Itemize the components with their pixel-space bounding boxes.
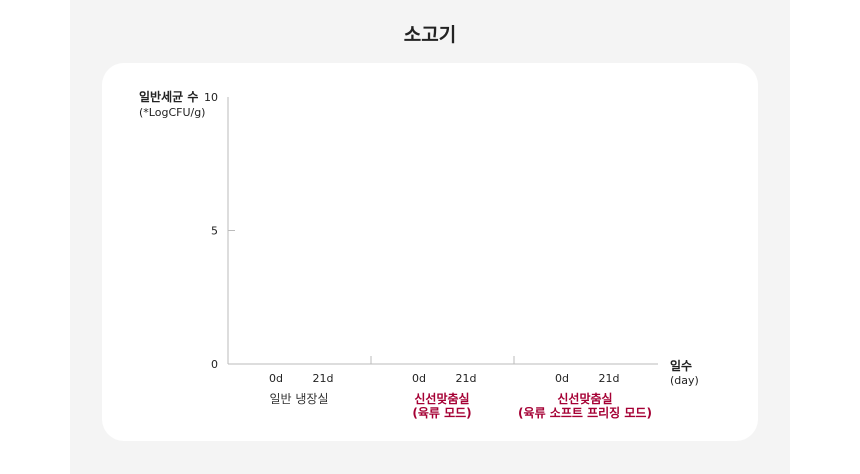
y-tick-label: 0 (211, 358, 218, 371)
group-label: (육류 모드) (412, 405, 471, 420)
x-tick-label: 21d (599, 372, 620, 385)
group-label: 일반 냉장실 (269, 392, 328, 406)
x-axis-title: 일수 (670, 359, 692, 373)
x-tick-label: 0d (555, 372, 569, 385)
y-tick-label: 5 (211, 225, 218, 238)
y-tick-label: 10 (204, 91, 218, 104)
group-label: (육류 소프트 프리징 모드) (518, 405, 652, 420)
x-tick-label: 0d (269, 372, 283, 385)
chart-title: 소고기 (403, 24, 457, 46)
x-tick-label: 21d (456, 372, 477, 385)
x-tick-label: 0d (412, 372, 426, 385)
chart-card (102, 63, 758, 441)
y-axis-title: 일반세균 수 (139, 89, 198, 104)
group-label: 신선맞춤실 (557, 391, 612, 406)
x-tick-label: 21d (313, 372, 334, 385)
group-label: 신선맞춤실 (414, 391, 469, 406)
y-axis-unit: (*LogCFU/g) (139, 106, 205, 119)
x-axis-unit: (day) (670, 374, 699, 387)
